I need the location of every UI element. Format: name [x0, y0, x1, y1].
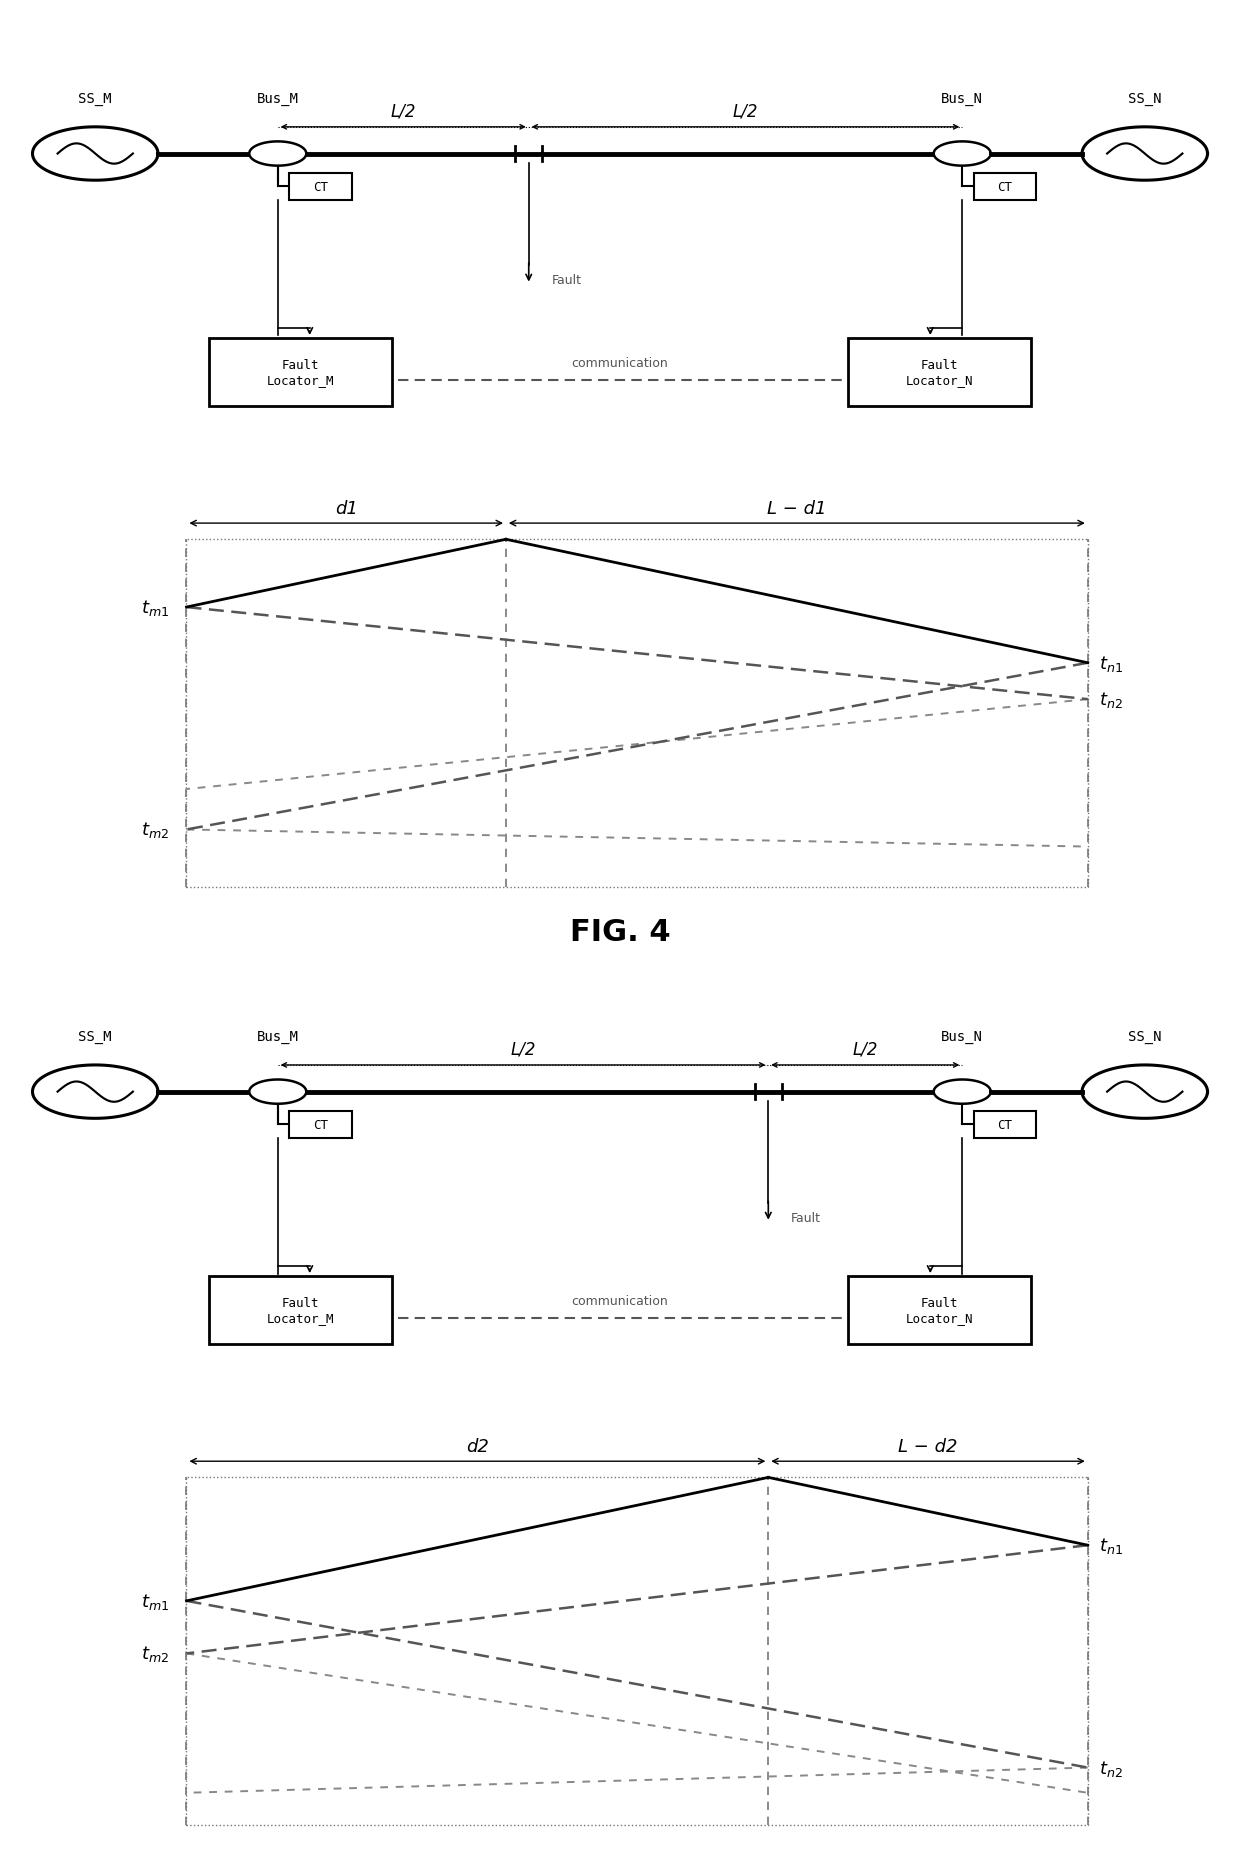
Text: CT: CT: [312, 181, 329, 194]
Polygon shape: [249, 142, 306, 166]
Text: L/2: L/2: [853, 1040, 878, 1059]
Text: L/2: L/2: [733, 103, 758, 121]
Text: communication: communication: [572, 1295, 668, 1309]
Bar: [186, 1478, 1087, 1825]
FancyBboxPatch shape: [210, 339, 392, 406]
Text: FIG. 4: FIG. 4: [569, 917, 671, 947]
Text: L/2: L/2: [511, 1040, 536, 1059]
FancyBboxPatch shape: [848, 339, 1030, 406]
FancyBboxPatch shape: [973, 1111, 1037, 1139]
Polygon shape: [249, 1079, 306, 1103]
Text: Bus_M: Bus_M: [257, 91, 299, 106]
Polygon shape: [934, 142, 991, 166]
Text: CT: CT: [997, 1118, 1013, 1131]
Text: L/2: L/2: [391, 103, 415, 121]
Text: SS_M: SS_M: [78, 91, 112, 106]
Text: CT: CT: [312, 1118, 329, 1131]
Text: $t_{n1}$: $t_{n1}$: [1099, 654, 1123, 673]
Text: L − d1: L − d1: [768, 500, 827, 518]
Text: d2: d2: [466, 1437, 489, 1456]
Text: Fault: Fault: [791, 1212, 821, 1225]
Polygon shape: [934, 1079, 991, 1103]
Text: $t_{m2}$: $t_{m2}$: [141, 1644, 170, 1663]
Text: d1: d1: [335, 500, 357, 518]
FancyBboxPatch shape: [210, 1277, 392, 1344]
Text: CT: CT: [997, 181, 1013, 194]
FancyBboxPatch shape: [289, 173, 352, 201]
Text: $t_{m1}$: $t_{m1}$: [141, 1592, 170, 1610]
Text: Fault
Locator_N: Fault Locator_N: [905, 358, 973, 386]
Text: Fault
Locator_M: Fault Locator_M: [267, 1295, 335, 1323]
Text: communication: communication: [572, 358, 668, 371]
Text: Fault
Locator_M: Fault Locator_M: [267, 358, 335, 386]
Text: SS_N: SS_N: [1128, 91, 1162, 106]
Text: Bus_N: Bus_N: [941, 91, 983, 106]
Text: $t_{n1}$: $t_{n1}$: [1099, 1536, 1123, 1555]
Text: $t_{n2}$: $t_{n2}$: [1099, 690, 1123, 710]
Text: L − d2: L − d2: [898, 1437, 957, 1456]
Text: SS_N: SS_N: [1128, 1029, 1162, 1044]
Text: Bus_M: Bus_M: [257, 1029, 299, 1044]
Bar: [186, 541, 1087, 887]
Text: Fault: Fault: [552, 274, 582, 287]
Text: SS_M: SS_M: [78, 1029, 112, 1044]
Text: Bus_N: Bus_N: [941, 1029, 983, 1044]
Text: $t_{n2}$: $t_{n2}$: [1099, 1758, 1123, 1778]
Text: $t_{m2}$: $t_{m2}$: [141, 820, 170, 841]
FancyBboxPatch shape: [848, 1277, 1030, 1344]
Text: $t_{m1}$: $t_{m1}$: [141, 598, 170, 617]
FancyBboxPatch shape: [973, 173, 1037, 201]
Text: Fault
Locator_N: Fault Locator_N: [905, 1295, 973, 1323]
FancyBboxPatch shape: [289, 1111, 352, 1139]
